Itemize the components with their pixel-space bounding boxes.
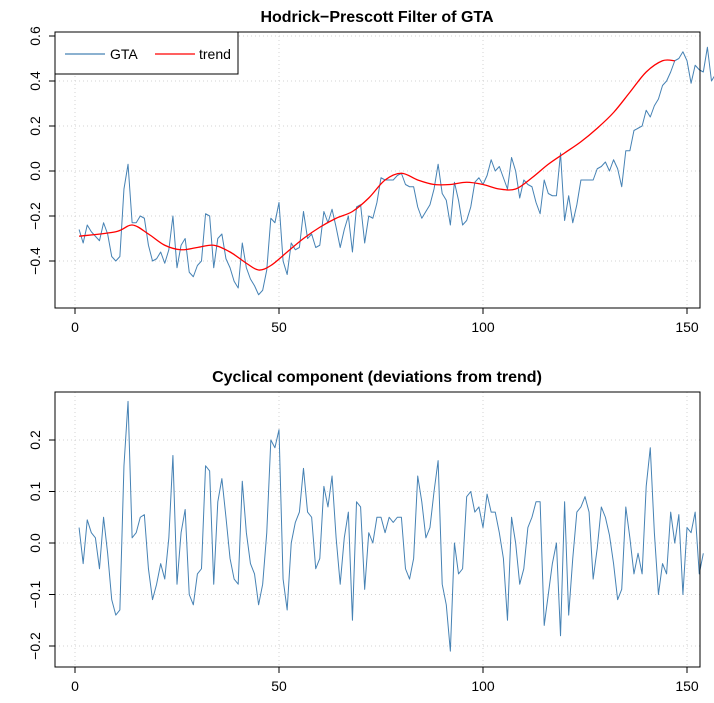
legend: GTA trend	[54, 31, 239, 75]
legend-box	[54, 31, 239, 75]
bottom-series-group	[78, 400, 704, 652]
chart-title-bottom: Cyclical component (deviations from tren…	[212, 369, 542, 386]
top-x-tick-label: 50	[271, 319, 287, 335]
top-series-trend-line	[79, 59, 675, 271]
bottom-y-tick-label: 0.0	[27, 533, 43, 553]
bottom-panel: Cyclical component (deviations from tren…	[27, 369, 704, 694]
bottom-plot-frame	[54, 391, 701, 668]
top-y-tick-label: −0.4	[27, 247, 43, 275]
bottom-y-tick-label: −0.2	[27, 632, 43, 660]
bottom-x-tick-label: 50	[271, 678, 287, 694]
bottom-x-tick-label: 150	[675, 678, 699, 694]
top-y-tick-label: 0.4	[27, 71, 43, 91]
top-axes: 0 50 100 150 −0.4 −0.2 0.0 0.2 0.4 0.6	[27, 26, 699, 335]
legend-gta-label: GTA	[110, 46, 138, 62]
bottom-x-tick-label: 100	[471, 678, 495, 694]
top-x-tick-label: 0	[71, 319, 79, 335]
top-x-tick-label: 100	[471, 319, 495, 335]
top-series-gta-line	[78, 46, 714, 296]
bottom-y-tick-label: 0.1	[27, 482, 43, 502]
bottom-y-tick-label: −0.1	[27, 580, 43, 608]
top-series-group	[78, 46, 714, 296]
top-x-tick-label: 150	[675, 319, 699, 335]
bottom-series-cycle-line	[78, 400, 704, 652]
top-panel: Hodrick−Prescott Filter of GTA 0 50 100 150…	[27, 9, 714, 335]
bottom-x-tick-label: 0	[71, 678, 79, 694]
bottom-grid	[55, 392, 700, 667]
top-y-tick-label: 0.2	[27, 116, 43, 136]
top-y-tick-label: 0.0	[27, 161, 43, 181]
top-y-tick-label: 0.6	[27, 26, 43, 46]
top-y-tick-label: −0.2	[27, 202, 43, 230]
legend-trend-label: trend	[199, 46, 231, 62]
bottom-axes: 0 50 100 150 −0.2 −0.1 0.0 0.1 0.2	[27, 430, 699, 694]
chart-title-top: Hodrick−Prescott Filter of GTA	[260, 9, 494, 26]
bottom-y-tick-label: 0.2	[27, 430, 43, 450]
